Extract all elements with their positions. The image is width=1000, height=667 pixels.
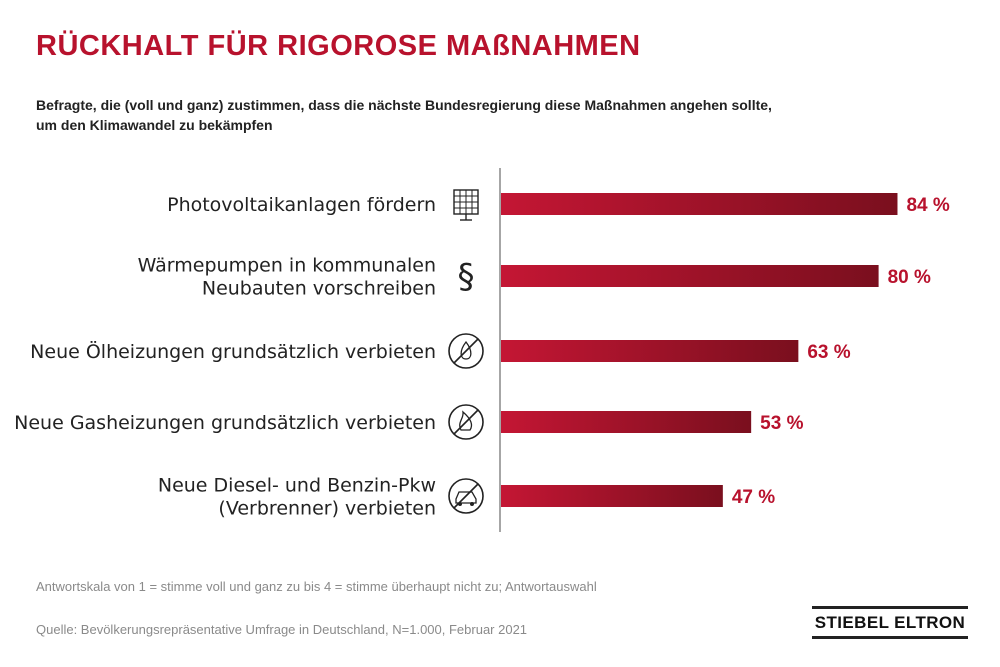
value-label-3: 63 % — [807, 342, 850, 363]
brand-logo: STIEBEL ELTRON — [812, 606, 968, 639]
scale-footnote: Antwortskala von 1 = stimme voll und gan… — [36, 579, 597, 594]
category-label-5-line-1: Neue Diesel- und Benzin-Pkw — [158, 475, 436, 497]
category-label-4: Neue Gasheizungen grundsätzlich verbiete… — [14, 412, 436, 434]
no-oil-icon — [448, 333, 484, 369]
no-gas-icon — [448, 404, 484, 440]
category-label-1: Photovoltaikanlagen fördern — [167, 194, 436, 216]
source-footnote: Quelle: Bevölkerungsrepräsentative Umfra… — [36, 622, 528, 637]
solar-panel-icon — [453, 189, 479, 221]
svg-text:§: § — [458, 257, 475, 297]
category-label-2-line-1: Wärmepumpen in kommunalen — [138, 255, 436, 277]
category-label-5-line-2: (Verbrenner) verbieten — [218, 498, 436, 520]
value-label-1: 84 % — [906, 195, 949, 216]
bar-3 — [501, 340, 799, 362]
category-label-2-line-2: Neubauten vorschreiben — [202, 278, 436, 300]
subtitle-line-2: um den Klimawandel zu bekämpfen — [36, 117, 273, 133]
paragraph-icon: § — [458, 257, 475, 297]
bar-1 — [501, 193, 898, 215]
no-car-icon — [448, 478, 484, 514]
category-label-3: Neue Ölheizungen grundsätzlich verbieten — [30, 340, 436, 363]
value-label-2: 80 % — [888, 267, 931, 288]
value-label-5: 47 % — [732, 487, 775, 508]
chart-subtitle: Befragte, die (voll und ganz) zustimmen,… — [36, 95, 836, 135]
bar-4 — [501, 411, 752, 433]
chart-title: RÜCKHALT FÜR RIGOROSE MAßNAHMEN — [36, 30, 641, 62]
subtitle-line-1: Befragte, die (voll und ganz) zustimmen,… — [36, 97, 772, 113]
bar-2 — [501, 265, 879, 287]
value-label-4: 53 % — [760, 413, 803, 434]
bar-5 — [501, 485, 723, 507]
